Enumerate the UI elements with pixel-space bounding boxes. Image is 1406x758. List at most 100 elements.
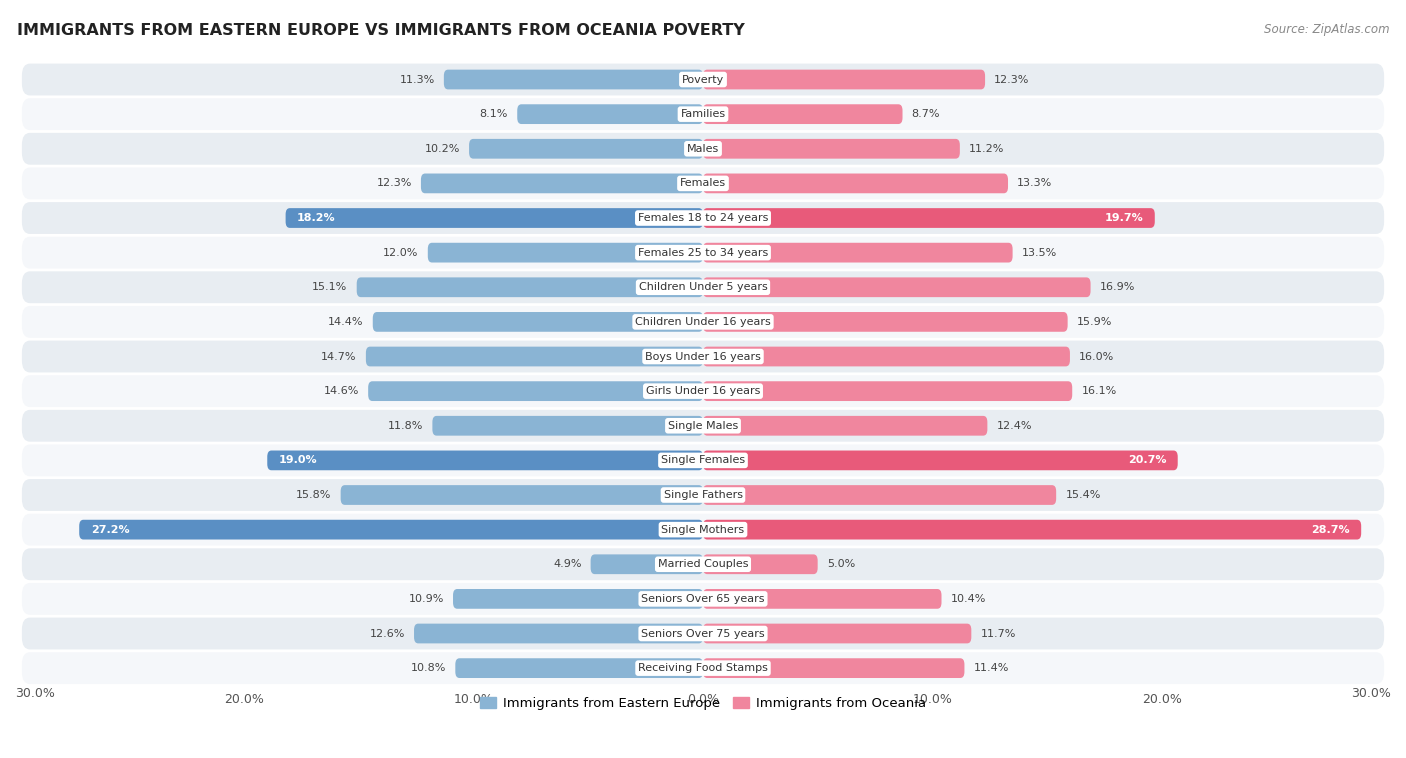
FancyBboxPatch shape — [703, 174, 1008, 193]
FancyBboxPatch shape — [267, 450, 703, 470]
FancyBboxPatch shape — [703, 346, 1070, 366]
FancyBboxPatch shape — [22, 444, 1384, 476]
FancyBboxPatch shape — [703, 589, 942, 609]
Text: 12.4%: 12.4% — [997, 421, 1032, 431]
FancyBboxPatch shape — [470, 139, 703, 158]
Text: Males: Males — [688, 144, 718, 154]
Text: Girls Under 16 years: Girls Under 16 years — [645, 386, 761, 396]
Text: Single Fathers: Single Fathers — [664, 490, 742, 500]
Text: 30.0%: 30.0% — [15, 688, 55, 700]
FancyBboxPatch shape — [22, 618, 1384, 650]
Text: 13.3%: 13.3% — [1017, 178, 1053, 189]
FancyBboxPatch shape — [357, 277, 703, 297]
FancyBboxPatch shape — [22, 652, 1384, 684]
FancyBboxPatch shape — [444, 70, 703, 89]
FancyBboxPatch shape — [340, 485, 703, 505]
FancyBboxPatch shape — [703, 624, 972, 644]
FancyBboxPatch shape — [22, 64, 1384, 96]
Text: 15.1%: 15.1% — [312, 282, 347, 293]
Text: 10.2%: 10.2% — [425, 144, 460, 154]
FancyBboxPatch shape — [22, 479, 1384, 511]
FancyBboxPatch shape — [22, 271, 1384, 303]
FancyBboxPatch shape — [703, 520, 1361, 540]
Text: 16.1%: 16.1% — [1081, 386, 1116, 396]
Text: 18.2%: 18.2% — [297, 213, 336, 223]
Text: 11.4%: 11.4% — [973, 663, 1010, 673]
Text: 12.0%: 12.0% — [384, 248, 419, 258]
Text: 20.7%: 20.7% — [1128, 456, 1166, 465]
FancyBboxPatch shape — [22, 133, 1384, 164]
Text: 10.9%: 10.9% — [409, 594, 444, 604]
Text: Single Males: Single Males — [668, 421, 738, 431]
Text: 12.3%: 12.3% — [377, 178, 412, 189]
Text: 30.0%: 30.0% — [1351, 688, 1391, 700]
FancyBboxPatch shape — [22, 236, 1384, 268]
Text: 14.6%: 14.6% — [323, 386, 359, 396]
FancyBboxPatch shape — [703, 658, 965, 678]
Text: Families: Families — [681, 109, 725, 119]
Text: 5.0%: 5.0% — [827, 559, 855, 569]
FancyBboxPatch shape — [22, 306, 1384, 338]
Text: 27.2%: 27.2% — [90, 525, 129, 534]
FancyBboxPatch shape — [22, 375, 1384, 407]
Text: 15.9%: 15.9% — [1077, 317, 1112, 327]
FancyBboxPatch shape — [703, 70, 986, 89]
FancyBboxPatch shape — [366, 346, 703, 366]
FancyBboxPatch shape — [285, 208, 703, 228]
FancyBboxPatch shape — [703, 105, 903, 124]
Text: 11.8%: 11.8% — [388, 421, 423, 431]
FancyBboxPatch shape — [368, 381, 703, 401]
Text: Females 18 to 24 years: Females 18 to 24 years — [638, 213, 768, 223]
Text: Married Couples: Married Couples — [658, 559, 748, 569]
Text: 28.7%: 28.7% — [1312, 525, 1350, 534]
Text: 8.7%: 8.7% — [911, 109, 941, 119]
FancyBboxPatch shape — [517, 105, 703, 124]
FancyBboxPatch shape — [22, 410, 1384, 442]
Text: 4.9%: 4.9% — [553, 559, 582, 569]
Text: 12.3%: 12.3% — [994, 74, 1029, 85]
FancyBboxPatch shape — [420, 174, 703, 193]
FancyBboxPatch shape — [703, 277, 1091, 297]
Text: Single Mothers: Single Mothers — [661, 525, 745, 534]
FancyBboxPatch shape — [703, 381, 1073, 401]
FancyBboxPatch shape — [703, 554, 818, 574]
FancyBboxPatch shape — [22, 340, 1384, 372]
FancyBboxPatch shape — [703, 485, 1056, 505]
Text: 11.3%: 11.3% — [399, 74, 434, 85]
FancyBboxPatch shape — [456, 658, 703, 678]
Text: 8.1%: 8.1% — [479, 109, 508, 119]
FancyBboxPatch shape — [703, 139, 960, 158]
FancyBboxPatch shape — [703, 208, 1154, 228]
FancyBboxPatch shape — [433, 416, 703, 436]
Text: Children Under 5 years: Children Under 5 years — [638, 282, 768, 293]
FancyBboxPatch shape — [22, 202, 1384, 234]
Text: Females 25 to 34 years: Females 25 to 34 years — [638, 248, 768, 258]
Text: Single Females: Single Females — [661, 456, 745, 465]
FancyBboxPatch shape — [22, 514, 1384, 546]
Text: 11.2%: 11.2% — [969, 144, 1004, 154]
Text: Poverty: Poverty — [682, 74, 724, 85]
Text: Boys Under 16 years: Boys Under 16 years — [645, 352, 761, 362]
FancyBboxPatch shape — [22, 168, 1384, 199]
Text: Seniors Over 65 years: Seniors Over 65 years — [641, 594, 765, 604]
FancyBboxPatch shape — [703, 243, 1012, 262]
FancyBboxPatch shape — [22, 583, 1384, 615]
Text: 19.0%: 19.0% — [278, 456, 318, 465]
Text: 16.0%: 16.0% — [1080, 352, 1115, 362]
FancyBboxPatch shape — [22, 548, 1384, 580]
Text: Receiving Food Stamps: Receiving Food Stamps — [638, 663, 768, 673]
FancyBboxPatch shape — [453, 589, 703, 609]
FancyBboxPatch shape — [703, 450, 1178, 470]
Text: 13.5%: 13.5% — [1022, 248, 1057, 258]
Text: 15.8%: 15.8% — [297, 490, 332, 500]
FancyBboxPatch shape — [22, 99, 1384, 130]
Text: Source: ZipAtlas.com: Source: ZipAtlas.com — [1264, 23, 1389, 36]
Legend: Immigrants from Eastern Europe, Immigrants from Oceania: Immigrants from Eastern Europe, Immigran… — [475, 691, 931, 715]
Text: 14.7%: 14.7% — [321, 352, 357, 362]
FancyBboxPatch shape — [703, 416, 987, 436]
Text: 10.8%: 10.8% — [411, 663, 446, 673]
Text: 16.9%: 16.9% — [1099, 282, 1135, 293]
Text: 15.4%: 15.4% — [1066, 490, 1101, 500]
Text: 14.4%: 14.4% — [328, 317, 364, 327]
Text: 11.7%: 11.7% — [980, 628, 1017, 638]
